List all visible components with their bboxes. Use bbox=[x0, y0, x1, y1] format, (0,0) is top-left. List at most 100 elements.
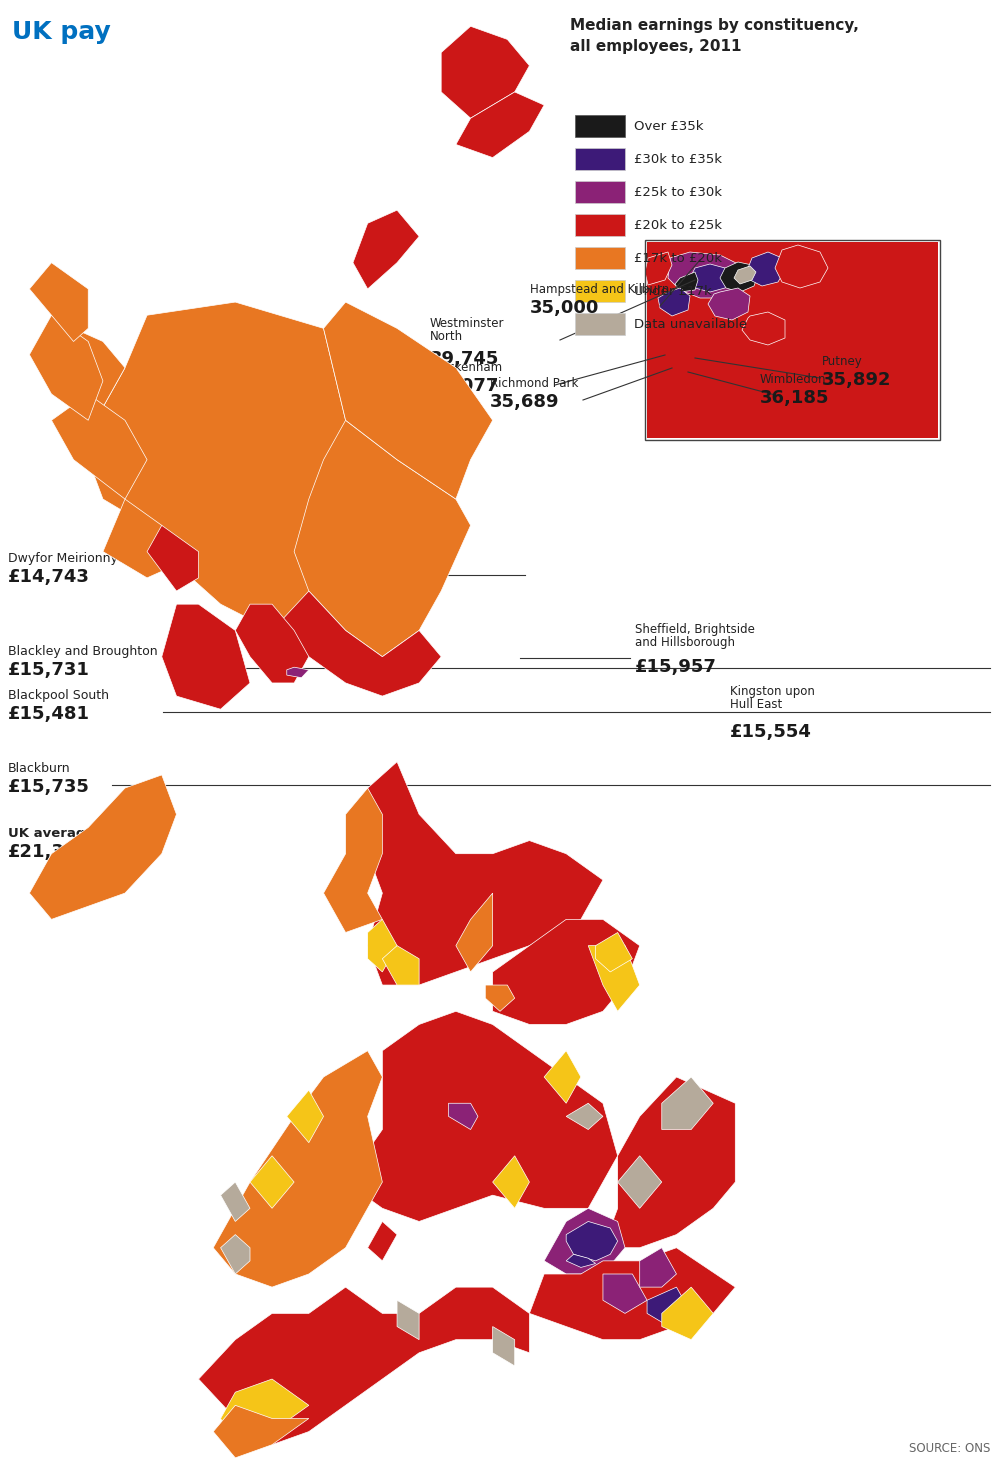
Polygon shape bbox=[618, 1156, 662, 1208]
Polygon shape bbox=[640, 1247, 676, 1287]
Text: Twickenham: Twickenham bbox=[430, 360, 502, 374]
Polygon shape bbox=[668, 252, 745, 299]
Polygon shape bbox=[368, 762, 603, 986]
Text: Median earnings by constituency,
all employees, 2011: Median earnings by constituency, all emp… bbox=[570, 18, 859, 54]
Polygon shape bbox=[493, 1156, 529, 1208]
Text: Dwyfor Meirionnydd: Dwyfor Meirionnydd bbox=[8, 552, 134, 565]
Polygon shape bbox=[103, 499, 176, 578]
Polygon shape bbox=[775, 246, 828, 288]
Text: Kingston upon: Kingston upon bbox=[730, 685, 815, 699]
Text: £17k to £20k: £17k to £20k bbox=[634, 252, 722, 265]
Polygon shape bbox=[213, 1050, 382, 1287]
FancyBboxPatch shape bbox=[575, 181, 625, 203]
Text: 36,077: 36,077 bbox=[430, 377, 499, 396]
Polygon shape bbox=[324, 788, 382, 933]
Polygon shape bbox=[675, 272, 698, 293]
Polygon shape bbox=[658, 288, 690, 316]
Polygon shape bbox=[485, 986, 515, 1012]
Polygon shape bbox=[353, 210, 419, 288]
Polygon shape bbox=[29, 263, 88, 341]
Text: and Hillsborough: and Hillsborough bbox=[635, 635, 735, 649]
Polygon shape bbox=[368, 919, 397, 972]
Polygon shape bbox=[596, 933, 632, 972]
Text: £20k to £25k: £20k to £25k bbox=[634, 219, 722, 231]
Polygon shape bbox=[566, 1103, 603, 1130]
Polygon shape bbox=[272, 591, 441, 696]
Polygon shape bbox=[382, 946, 419, 986]
Text: 35,892: 35,892 bbox=[822, 371, 892, 388]
Polygon shape bbox=[441, 26, 529, 118]
Polygon shape bbox=[199, 1287, 529, 1445]
Polygon shape bbox=[88, 302, 441, 643]
Polygon shape bbox=[287, 668, 309, 678]
Polygon shape bbox=[603, 1274, 647, 1314]
Text: Data unavailable: Data unavailable bbox=[634, 318, 747, 331]
Text: Wimbledon: Wimbledon bbox=[760, 374, 826, 385]
Polygon shape bbox=[566, 1255, 596, 1268]
Polygon shape bbox=[449, 1103, 478, 1130]
FancyBboxPatch shape bbox=[575, 247, 625, 269]
Text: Blackley and Broughton: Blackley and Broughton bbox=[8, 644, 158, 658]
Polygon shape bbox=[287, 1090, 324, 1143]
Polygon shape bbox=[221, 1234, 250, 1274]
Polygon shape bbox=[529, 1247, 735, 1340]
Polygon shape bbox=[221, 1378, 309, 1445]
Polygon shape bbox=[397, 1300, 419, 1340]
Text: Sheffield, Brightside: Sheffield, Brightside bbox=[635, 624, 755, 635]
Text: £15,957: £15,957 bbox=[635, 658, 717, 677]
Text: UK average: UK average bbox=[8, 827, 94, 840]
Polygon shape bbox=[662, 1287, 713, 1340]
Polygon shape bbox=[29, 315, 103, 421]
Polygon shape bbox=[690, 263, 730, 293]
Text: £25k to £30k: £25k to £30k bbox=[634, 185, 722, 199]
Text: £15,554: £15,554 bbox=[730, 724, 812, 741]
Polygon shape bbox=[147, 525, 199, 591]
Text: 39,745: 39,745 bbox=[430, 350, 499, 368]
Text: £15,731: £15,731 bbox=[8, 660, 90, 680]
Polygon shape bbox=[544, 1208, 625, 1274]
Polygon shape bbox=[734, 266, 756, 284]
Polygon shape bbox=[748, 252, 785, 285]
Text: UK pay: UK pay bbox=[12, 21, 111, 44]
Polygon shape bbox=[162, 605, 250, 709]
Polygon shape bbox=[294, 421, 471, 656]
Polygon shape bbox=[368, 1221, 397, 1261]
Text: £15,481: £15,481 bbox=[8, 705, 90, 724]
Polygon shape bbox=[213, 1405, 309, 1458]
Polygon shape bbox=[662, 1077, 713, 1130]
Text: Putney: Putney bbox=[822, 355, 863, 368]
Polygon shape bbox=[29, 775, 176, 919]
Text: £30k to £35k: £30k to £35k bbox=[634, 153, 722, 166]
Text: Hampstead and Kilburn: Hampstead and Kilburn bbox=[530, 282, 669, 296]
FancyBboxPatch shape bbox=[647, 243, 938, 438]
Polygon shape bbox=[581, 1242, 603, 1255]
Polygon shape bbox=[645, 252, 672, 285]
FancyBboxPatch shape bbox=[575, 313, 625, 335]
Text: 36,185: 36,185 bbox=[760, 388, 830, 407]
Polygon shape bbox=[250, 1156, 294, 1208]
Polygon shape bbox=[742, 312, 785, 346]
FancyBboxPatch shape bbox=[575, 213, 625, 235]
Text: 35,000: 35,000 bbox=[530, 299, 599, 316]
Polygon shape bbox=[708, 288, 750, 321]
Text: Westminster: Westminster bbox=[430, 316, 505, 330]
Polygon shape bbox=[588, 946, 640, 1012]
Polygon shape bbox=[51, 394, 147, 499]
Text: North: North bbox=[430, 330, 463, 343]
Polygon shape bbox=[720, 262, 758, 293]
Polygon shape bbox=[51, 328, 125, 407]
Polygon shape bbox=[566, 1221, 618, 1261]
Polygon shape bbox=[346, 1012, 618, 1221]
Text: SOURCE: ONS: SOURCE: ONS bbox=[909, 1442, 990, 1455]
Text: Under £17k: Under £17k bbox=[634, 284, 712, 297]
Polygon shape bbox=[324, 302, 493, 499]
Polygon shape bbox=[603, 1077, 735, 1247]
Text: £14,743: £14,743 bbox=[8, 568, 90, 585]
Polygon shape bbox=[647, 1287, 691, 1327]
Text: £15,735: £15,735 bbox=[8, 778, 90, 796]
Polygon shape bbox=[456, 93, 544, 157]
Polygon shape bbox=[493, 919, 640, 1024]
FancyBboxPatch shape bbox=[575, 149, 625, 171]
Text: Blackburn: Blackburn bbox=[8, 762, 71, 775]
Text: Richmond Park: Richmond Park bbox=[490, 377, 578, 390]
